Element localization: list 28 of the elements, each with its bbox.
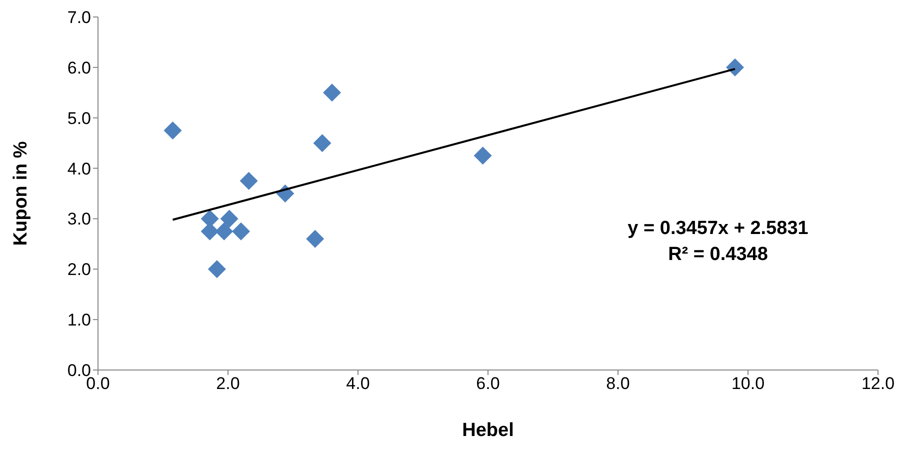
x-tick-label: 6.0: [476, 374, 500, 394]
x-tick-label: 4.0: [346, 374, 370, 394]
y-tick-label: 1.0: [67, 310, 91, 330]
x-tick-label: 12.0: [861, 374, 895, 394]
y-tick-label: 4.0: [67, 159, 91, 178]
y-axis-title: Kupon in %: [10, 141, 32, 246]
x-tick-label: 2.0: [216, 374, 240, 394]
x-tick-label: 10.0: [731, 374, 765, 394]
y-tick-label: 2.0: [67, 260, 91, 280]
point: [164, 121, 182, 140]
point: [726, 58, 744, 76]
annotation: R² = 0.4348: [667, 244, 769, 266]
point: [232, 222, 250, 240]
point: [240, 172, 258, 190]
point: [208, 260, 226, 278]
point: [215, 222, 234, 240]
point: [220, 210, 238, 228]
point: [474, 146, 492, 165]
y-tick-label: 6.0: [67, 58, 91, 78]
point: [323, 84, 341, 102]
y-tick-label: 3.0: [67, 210, 91, 229]
y-tick-label: 7.0: [67, 8, 91, 28]
annotation: y = 0.3457x + 2.5831: [626, 218, 810, 240]
x-axis-title: Hebel: [462, 420, 514, 441]
y-tick-label: 5.0: [67, 108, 91, 128]
x-tick-label: 8.0: [606, 374, 630, 394]
point: [313, 134, 332, 152]
point: [306, 230, 324, 248]
